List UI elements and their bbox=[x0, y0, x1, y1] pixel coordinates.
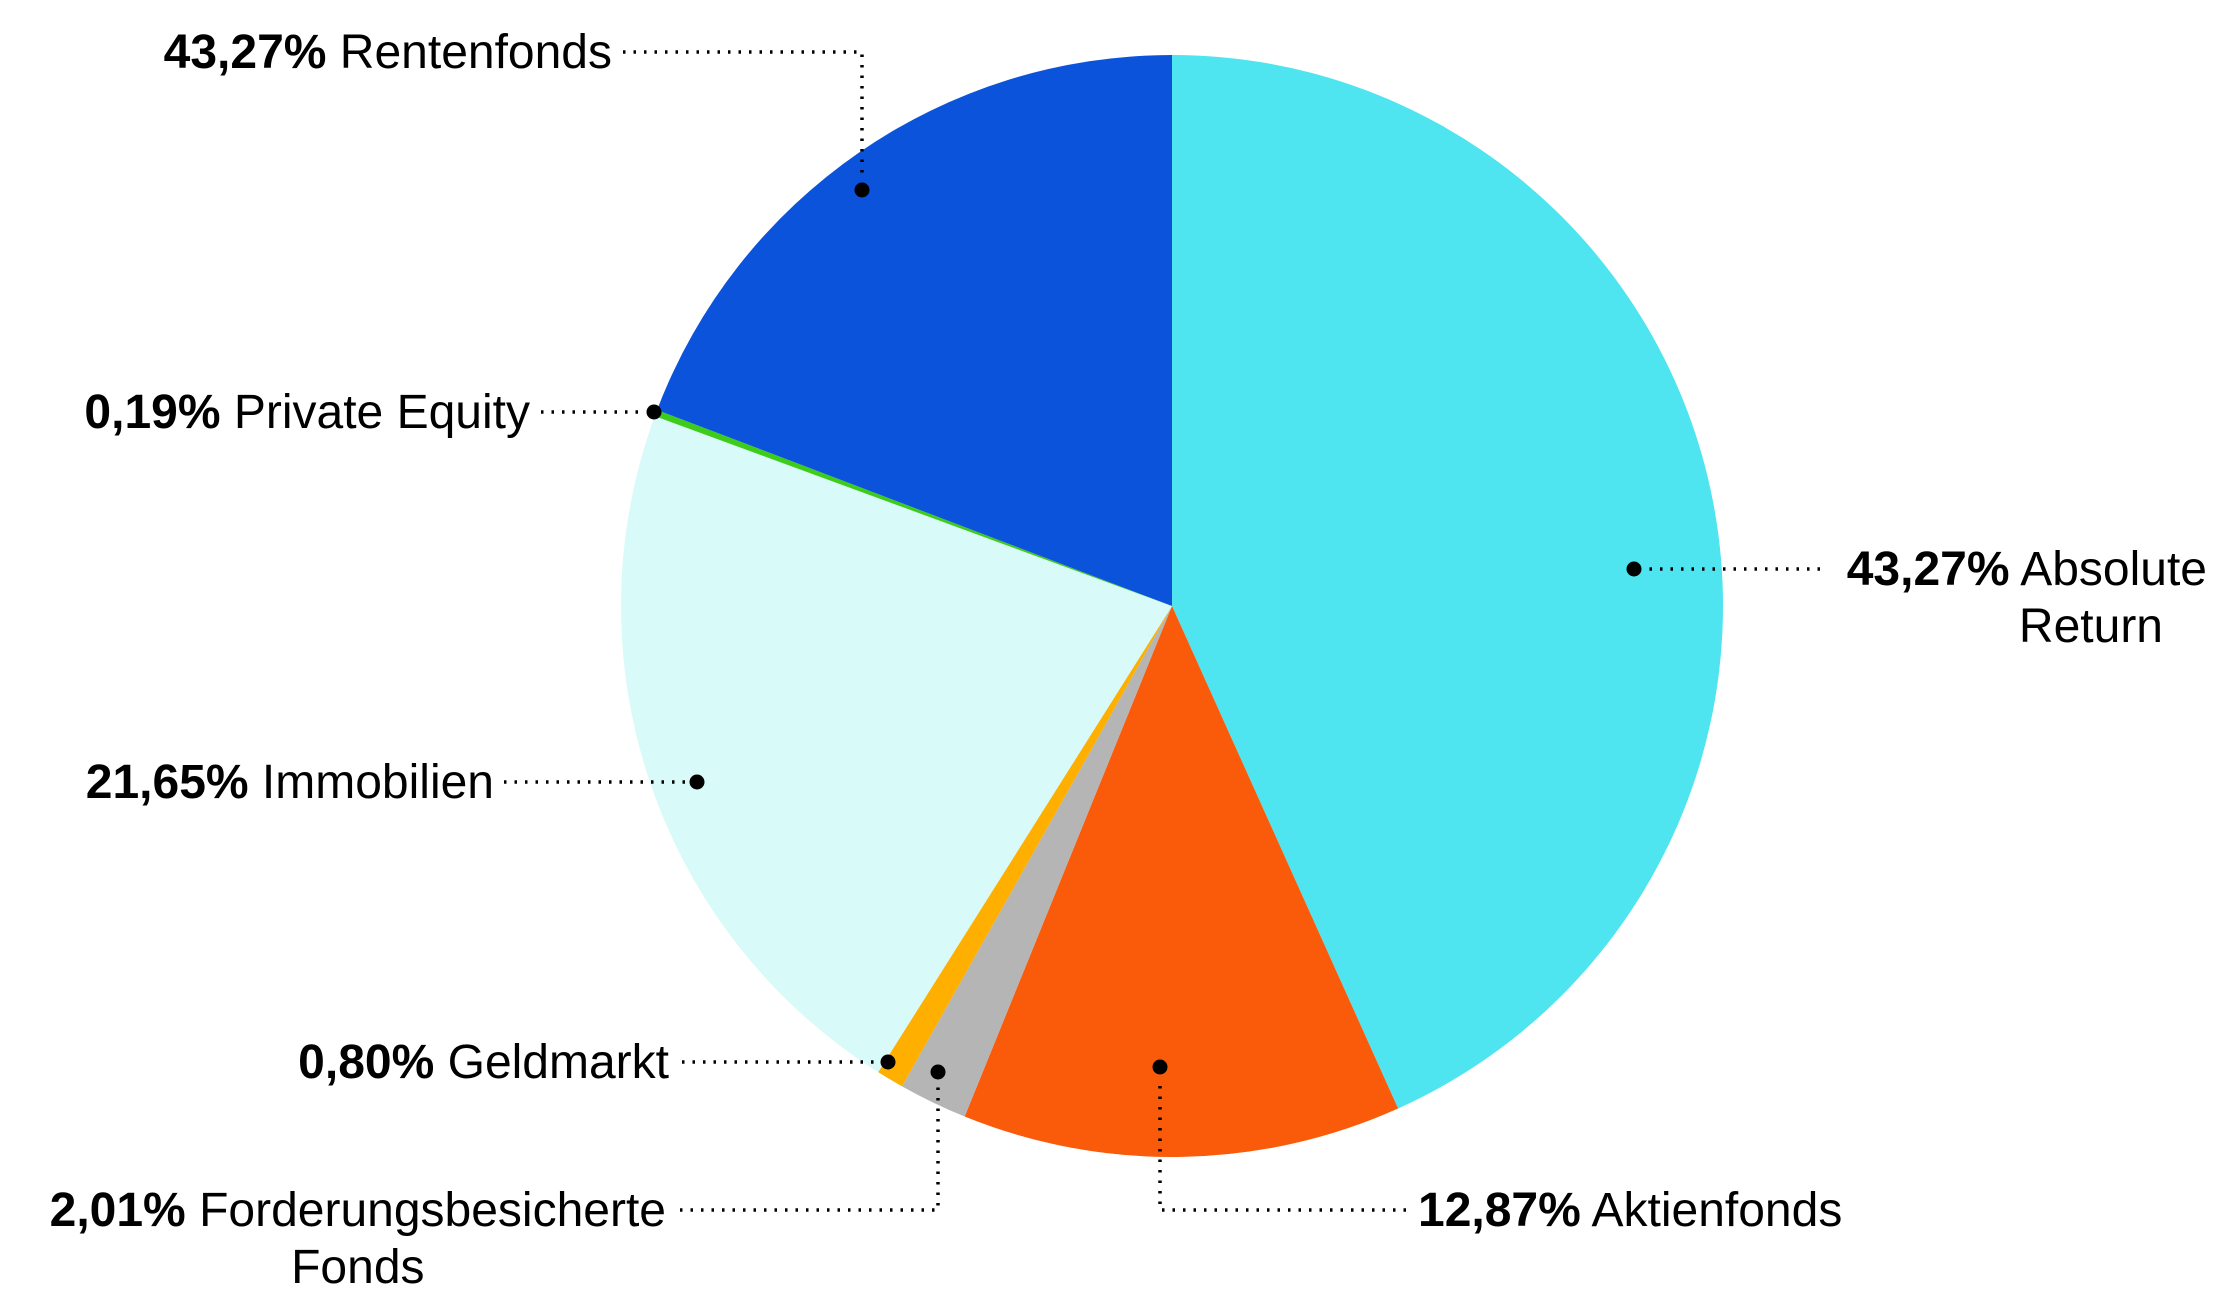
label-absolute-return: 43,27% Absolute Return bbox=[1847, 541, 2207, 655]
label-aktienfonds: 12,87% Aktienfonds bbox=[1418, 1182, 1842, 1239]
label-private-equity-percent: 0,19% bbox=[84, 386, 221, 439]
pie-slice-absolute-return bbox=[1172, 55, 1724, 1109]
label-rentenfonds: 43,27% Rentenfonds bbox=[164, 24, 612, 81]
anchor-dot-forderungsbesicherte-fonds bbox=[930, 1064, 946, 1080]
label-forderungsbesicherte-fonds: 2,01% Forderungsbesicherte Fonds bbox=[50, 1182, 666, 1292]
anchor-dot-private-equity bbox=[646, 404, 662, 420]
label-geldmarkt-name: Geldmarkt bbox=[447, 1036, 669, 1089]
pie-slice-geldmarkt bbox=[878, 606, 1172, 1087]
anchor-dot-geldmarkt bbox=[880, 1054, 896, 1070]
pie-slices bbox=[621, 55, 1724, 1157]
label-private-equity-name: Private Equity bbox=[233, 386, 530, 439]
label-aktienfonds-name: Aktienfonds bbox=[1591, 1184, 1843, 1237]
pie-slice-aktienfonds bbox=[964, 606, 1399, 1157]
label-immobilien-name: Immobilien bbox=[261, 756, 494, 809]
label-forderungsbesicherte-name-line1: Forderungsbesicherte bbox=[199, 1184, 666, 1237]
leader-rentenfonds bbox=[623, 50, 864, 180]
pie-slice-rentenfonds bbox=[657, 55, 1172, 606]
label-rentenfonds-percent: 43,27% bbox=[163, 26, 327, 79]
label-immobilien: 21,65% Immobilien bbox=[86, 754, 494, 811]
label-geldmarkt-percent: 0,80% bbox=[298, 1036, 435, 1089]
label-immobilien-percent: 21,65% bbox=[85, 756, 249, 809]
anchor-dot-immobilien bbox=[689, 774, 705, 790]
label-rentenfonds-name: Rentenfonds bbox=[339, 26, 612, 79]
label-absolute-return-name-line1: Absolute bbox=[2020, 543, 2207, 596]
leader-forderungsbesicherte-fonds bbox=[680, 1084, 940, 1212]
label-private-equity: 0,19% Private Equity bbox=[84, 384, 530, 441]
label-absolute-return-percent: 43,27% bbox=[1846, 543, 2010, 596]
anchor-dot-aktienfonds bbox=[1152, 1059, 1168, 1075]
label-forderungsbesicherte-name-line2: Fonds bbox=[291, 1241, 425, 1292]
label-absolute-return-name-line2: Return bbox=[2018, 600, 2163, 653]
anchor-dot-absolute-return bbox=[1626, 561, 1642, 577]
pie-slice-immobilien bbox=[621, 416, 1172, 1073]
label-aktienfonds-percent: 12,87% bbox=[1418, 1184, 1581, 1237]
label-forderungsbesicherte-percent: 2,01% bbox=[49, 1184, 186, 1237]
anchor-dot-rentenfonds bbox=[854, 182, 870, 198]
pie-slice-private-equity bbox=[654, 409, 1172, 606]
pie-slice-forderungsbesicherte-fonds bbox=[902, 606, 1172, 1117]
label-geldmarkt: 0,80% Geldmarkt bbox=[298, 1034, 669, 1091]
